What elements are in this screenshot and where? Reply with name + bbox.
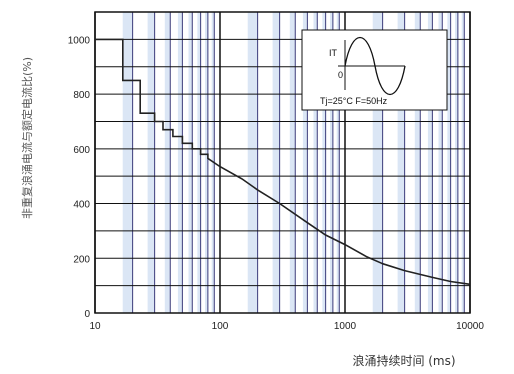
minor-band (247, 12, 258, 313)
y-tick-label: 1000 (68, 35, 91, 46)
inset-origin-label: 0 (338, 70, 343, 80)
minor-band (272, 12, 280, 313)
inset-conditions: Tj=25°C F=50Hz (320, 96, 388, 106)
x-tick-label: 100 (212, 321, 229, 332)
minor-gridline-bands (122, 12, 465, 313)
waveform-inset: IT 0 Tj=25°C F=50Hz (301, 29, 448, 111)
minor-band (427, 12, 433, 313)
inset-sine-wave-icon (344, 36, 406, 96)
minor-band (461, 12, 465, 313)
minor-band (188, 12, 193, 313)
minor-band (447, 12, 451, 313)
minor-band (177, 12, 183, 313)
y-tick-label: 800 (73, 90, 90, 101)
series-layer (95, 38, 471, 286)
x-tick-label: 10 (89, 321, 101, 332)
minor-band (313, 12, 318, 313)
plot-frame (94, 11, 471, 314)
minor-band (330, 12, 333, 313)
inset-waveform-label: IT (329, 48, 338, 58)
x-axis-title: 浪涌持续时间 (ms) (352, 353, 455, 368)
minor-band (322, 12, 326, 313)
y-tick-label: 200 (73, 254, 90, 265)
x-tick-labels: 10 100 1000 10000 (89, 321, 484, 332)
x-tick-label: 10000 (456, 321, 484, 332)
y-tick-label: 600 (73, 145, 90, 156)
y-tick-label: 0 (84, 309, 90, 320)
minor-band (302, 12, 308, 313)
minor-band (197, 12, 201, 313)
minor-band (164, 12, 171, 313)
y-axis-title: 非重复浪涌电流与额定电流比(%) (20, 57, 34, 219)
x-tick-label: 1000 (334, 321, 357, 332)
minor-band (147, 12, 155, 313)
minor-band (122, 12, 133, 313)
y-tick-labels: 0 200 400 600 800 1000 (68, 35, 91, 320)
minor-band (455, 12, 458, 313)
series-line (95, 38, 471, 286)
minor-band (205, 12, 208, 313)
y-tick-label: 400 (73, 200, 90, 211)
minor-band (438, 12, 443, 313)
minor-band (336, 12, 340, 313)
minor-band (289, 12, 296, 313)
inset-box (301, 29, 448, 111)
minor-band (414, 12, 421, 313)
minor-band (372, 12, 383, 313)
minor-band (397, 12, 405, 313)
